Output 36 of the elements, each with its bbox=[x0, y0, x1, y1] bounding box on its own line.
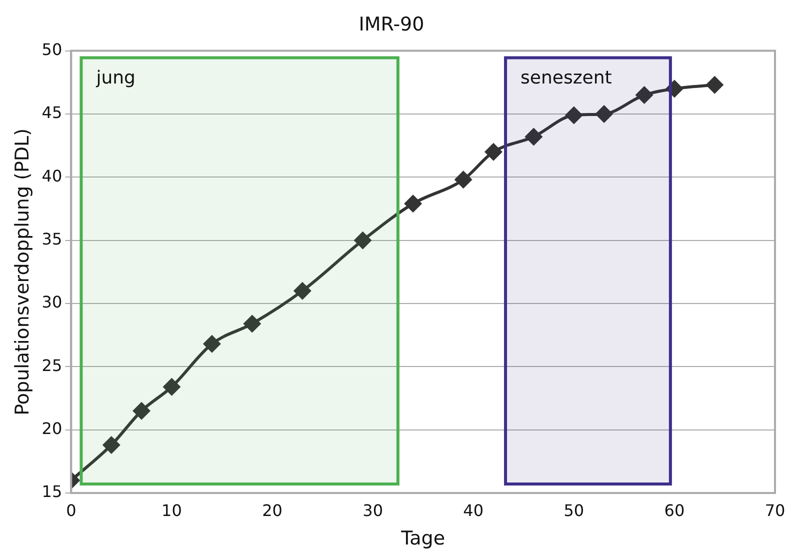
y-tick-label: 40 bbox=[42, 166, 62, 186]
point bbox=[454, 170, 472, 189]
band-label: seneszent bbox=[520, 67, 612, 88]
x-tick-label: 20 bbox=[262, 500, 282, 520]
chart-title: IMR-90 bbox=[358, 13, 424, 36]
y-tick-label: 15 bbox=[42, 482, 62, 502]
point bbox=[484, 142, 502, 161]
y-tick-label: 50 bbox=[42, 40, 62, 59]
x-tick-label: 70 bbox=[764, 500, 786, 520]
y-axis-title: Populationsverdopplung (PDL) bbox=[11, 128, 34, 416]
y-tick-label: 20 bbox=[42, 418, 62, 438]
point bbox=[293, 282, 312, 300]
x-tick-label: 0 bbox=[66, 500, 76, 520]
point bbox=[243, 314, 262, 333]
point bbox=[102, 436, 120, 454]
point bbox=[706, 76, 724, 94]
point bbox=[595, 104, 614, 123]
x-tick-label: 50 bbox=[564, 500, 584, 520]
point bbox=[564, 106, 583, 124]
point bbox=[162, 378, 181, 396]
y-tick-label: 45 bbox=[42, 103, 62, 122]
x-axis-title: Tage bbox=[400, 528, 446, 550]
point bbox=[635, 86, 654, 104]
point bbox=[524, 128, 543, 146]
x-tick-label: 30 bbox=[362, 500, 383, 520]
band-label: jung bbox=[95, 67, 136, 88]
y-tick-label: 35 bbox=[42, 229, 62, 248]
point bbox=[132, 402, 151, 420]
point bbox=[354, 231, 372, 250]
point bbox=[202, 334, 221, 353]
x-tick-label: 60 bbox=[664, 500, 685, 520]
x-tick-label: 10 bbox=[162, 500, 182, 520]
y-tick-label: 25 bbox=[42, 356, 62, 375]
point bbox=[404, 194, 422, 213]
y-tick-label: 30 bbox=[42, 292, 62, 312]
x-tick-label: 40 bbox=[463, 500, 484, 520]
